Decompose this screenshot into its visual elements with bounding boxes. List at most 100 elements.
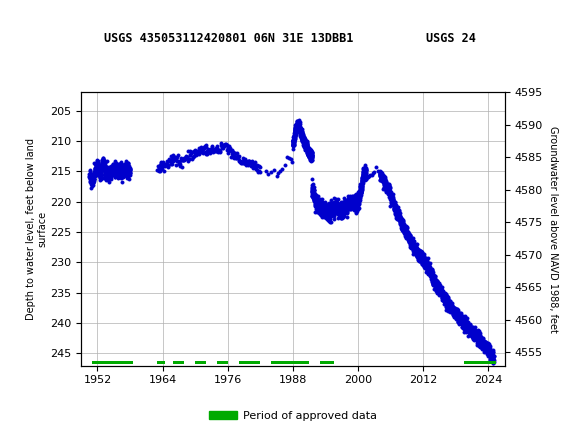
Point <box>478 340 488 347</box>
Point <box>443 300 452 307</box>
Point <box>304 146 313 153</box>
Point <box>369 169 379 176</box>
Point <box>343 207 352 214</box>
Point <box>292 117 301 124</box>
Point <box>349 200 358 207</box>
Point <box>386 187 395 194</box>
Point <box>320 203 329 210</box>
Point <box>392 207 401 214</box>
Point <box>466 331 476 338</box>
Point <box>202 147 212 154</box>
Point <box>198 149 208 156</box>
Point <box>301 139 310 146</box>
Point <box>353 189 362 196</box>
Point <box>290 132 299 139</box>
Point <box>402 230 411 236</box>
Point <box>295 126 304 133</box>
Point <box>293 126 303 133</box>
Point <box>302 141 311 148</box>
Point <box>460 320 469 327</box>
Point <box>304 154 314 160</box>
Point <box>380 185 390 192</box>
Point <box>343 199 352 206</box>
Point <box>98 159 107 166</box>
Point <box>293 122 303 129</box>
Point <box>118 163 128 170</box>
Point <box>472 329 481 336</box>
Point <box>322 213 331 220</box>
Point <box>332 209 342 215</box>
Point <box>93 166 102 173</box>
Point <box>407 243 416 249</box>
Point <box>445 301 455 307</box>
Point <box>294 122 303 129</box>
Point <box>458 315 467 322</box>
Point <box>91 164 100 171</box>
Point <box>93 165 102 172</box>
Point <box>389 204 398 211</box>
Point <box>319 209 328 215</box>
Point <box>346 201 355 208</box>
Point <box>104 171 113 178</box>
Point <box>462 322 471 329</box>
Point <box>87 176 96 183</box>
Point <box>464 327 473 334</box>
Point <box>332 203 342 210</box>
Point <box>424 261 433 268</box>
Point <box>469 336 478 343</box>
Point <box>290 130 299 137</box>
Point <box>434 284 443 291</box>
Point <box>400 223 409 230</box>
Point <box>473 334 483 341</box>
Point <box>392 210 401 217</box>
Point <box>105 171 114 178</box>
Point <box>433 290 443 297</box>
Point <box>417 249 426 256</box>
Point <box>102 167 111 174</box>
Point <box>340 201 350 208</box>
Point <box>297 129 306 136</box>
Point <box>444 304 454 311</box>
Point <box>360 172 369 179</box>
Point <box>99 175 108 182</box>
Point <box>483 340 492 347</box>
Point <box>403 231 412 238</box>
Point <box>469 331 478 338</box>
Point <box>313 201 322 208</box>
Point <box>316 203 325 210</box>
Point <box>479 337 488 344</box>
Point <box>299 137 308 144</box>
Point <box>458 319 467 326</box>
Point <box>345 195 354 202</box>
Point <box>85 172 95 179</box>
Point <box>92 165 101 172</box>
Point <box>377 174 386 181</box>
Point <box>422 262 432 269</box>
Point <box>445 302 455 309</box>
Point <box>295 125 305 132</box>
Point <box>86 170 95 177</box>
Point <box>235 158 245 165</box>
Point <box>461 322 470 329</box>
Point <box>411 247 420 254</box>
Point <box>322 207 332 214</box>
Point <box>188 154 197 160</box>
Point <box>298 132 307 139</box>
Point <box>414 249 423 256</box>
Point <box>444 302 454 309</box>
Point <box>341 201 350 208</box>
Point <box>487 353 496 360</box>
Point <box>94 163 103 169</box>
Point <box>269 166 278 173</box>
Point <box>483 344 492 350</box>
Point <box>345 198 354 205</box>
Point <box>320 206 329 213</box>
Point <box>299 141 308 148</box>
Point <box>399 227 408 234</box>
Point <box>219 144 228 151</box>
Point <box>449 306 458 313</box>
Point <box>424 265 433 272</box>
Point <box>318 206 328 213</box>
Point <box>451 311 461 318</box>
Point <box>361 169 371 176</box>
